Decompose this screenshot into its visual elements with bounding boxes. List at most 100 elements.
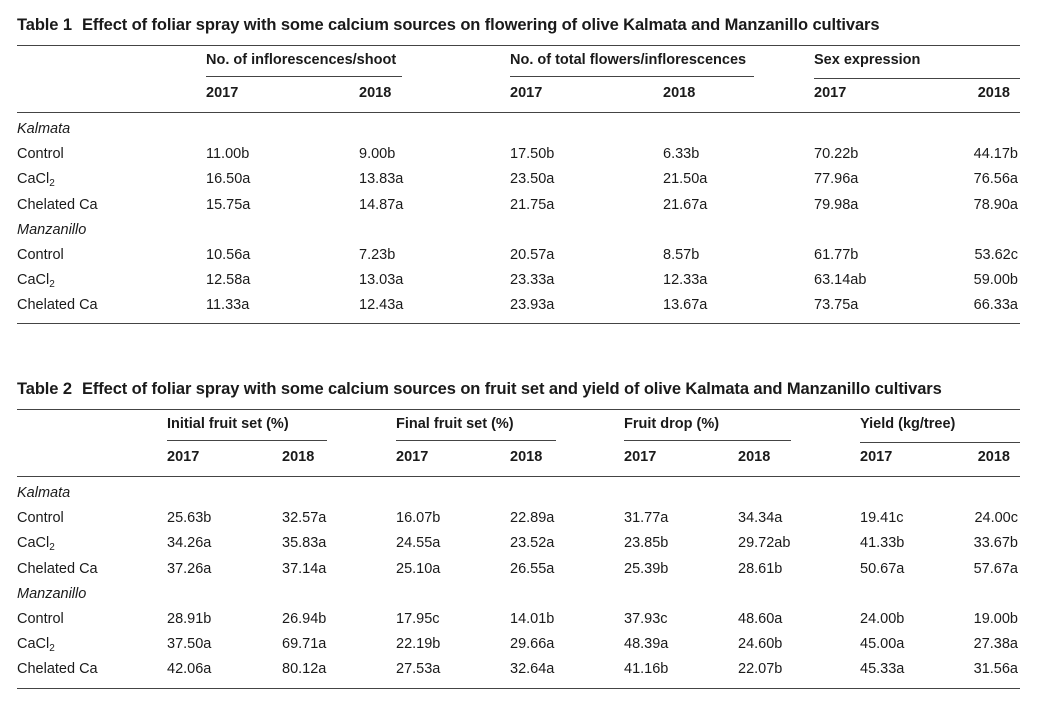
table-2-cell: 41.33b: [860, 535, 905, 551]
table-2-header-rule: [17, 476, 1020, 477]
table-2-cell: 34.26a: [167, 535, 212, 551]
table-1-cell: 12.58a: [206, 272, 251, 288]
table-1-group-rule: [814, 78, 1020, 79]
table-1-cell: 63.14ab: [814, 272, 867, 288]
table-2-row-label: Chelated Ca: [17, 561, 98, 577]
table-2-cell: 33.67b: [973, 535, 1018, 551]
table-2-cell: 19.00b: [973, 611, 1018, 627]
table-1-cell: 11.00b: [206, 146, 250, 162]
table-2-cell: 19.41c: [860, 510, 904, 526]
table-2-cell: 25.63b: [167, 510, 212, 526]
table-1-caption: Table 1 Effect of foliar spray with some …: [17, 16, 880, 35]
table-2-cell: 69.71a: [282, 636, 327, 652]
table-1-header-rule: [17, 112, 1020, 113]
table-2-bottom-rule: [17, 688, 1020, 689]
table-1-cell: 12.33a: [663, 272, 708, 288]
table-1-cell: 9.00b: [359, 146, 396, 162]
table-2-row-label: CaCl2: [17, 636, 55, 654]
table-2-row-label: CaCl2: [17, 535, 55, 553]
table-2-group-header: Final fruit set (%): [396, 416, 514, 432]
table-1-cell: 16.50a: [206, 171, 251, 187]
table-1-group-rule: [206, 76, 402, 77]
table-2-cell: 37.50a: [167, 636, 212, 652]
table-2-cell: 14.01b: [510, 611, 555, 627]
table-2-cell: 32.57a: [282, 510, 327, 526]
table-2-cell: 45.33a: [860, 661, 905, 677]
table-1-cell: 7.23b: [359, 247, 396, 263]
table-2-group-rule: [396, 440, 556, 441]
table-1-cell: 78.90a: [973, 197, 1018, 213]
table-2-cell: 27.38a: [973, 636, 1018, 652]
table-2-cell: 28.61b: [738, 561, 783, 577]
table-2-row-label: Control: [17, 510, 64, 526]
table-2-cell: 32.64a: [510, 661, 555, 677]
table-1-year-header: 2017: [510, 85, 543, 101]
table-1-caption-text: Effect of foliar spray with some calcium…: [81, 16, 880, 34]
table-2-cell: 48.60a: [738, 611, 783, 627]
table-1-cell: 13.03a: [359, 272, 404, 288]
table-2-cell: 23.52a: [510, 535, 555, 551]
table-1-cell: 23.33a: [510, 272, 555, 288]
table-2-cell: 26.94b: [282, 611, 327, 627]
table-1-row-label: Chelated Ca: [17, 297, 98, 313]
table-1-cell: 66.33a: [973, 297, 1018, 313]
table-2-row-label: Control: [17, 611, 64, 627]
table-1-cultivar-manzanillo: Manzanillo: [17, 222, 87, 238]
table-2-cell: 45.00a: [860, 636, 905, 652]
table-1-cell: 73.75a: [814, 297, 859, 313]
table-1-cell: 6.33b: [663, 146, 700, 162]
table-1-year-header: 2018: [977, 85, 1010, 101]
table-2-year-header: 2018: [282, 449, 315, 465]
table-1-year-header: 2018: [359, 85, 392, 101]
table-2-cell: 48.39a: [624, 636, 669, 652]
table-2-cell: 26.55a: [510, 561, 555, 577]
table-1-group-header: No. of inflorescences/shoot: [206, 52, 397, 68]
table-1-row-label: Chelated Ca: [17, 197, 98, 213]
table-2-cell: 22.19b: [396, 636, 441, 652]
table-1-year-header: 2017: [814, 85, 847, 101]
table-1-cell: 70.22b: [814, 146, 859, 162]
table-1-group-header: Sex expression: [814, 52, 921, 68]
table-2-year-header: 2017: [167, 449, 200, 465]
table-2-year-header: 2017: [860, 449, 893, 465]
table-2-cell: 28.91b: [167, 611, 212, 627]
table-1-year-header: 2018: [663, 85, 696, 101]
table-2-cell: 37.14a: [282, 561, 327, 577]
table-1-cell: 8.57b: [663, 247, 700, 263]
table-2-year-header: 2018: [510, 449, 543, 465]
table-1-row-label: CaCl2: [17, 272, 55, 290]
table-2-group-rule: [624, 440, 791, 441]
table-1-cultivar-kalmata: Kalmata: [17, 121, 71, 137]
table-1-cell: 11.33a: [206, 297, 250, 313]
table-2-cell: 34.34a: [738, 510, 783, 526]
table-2-cell: 41.16b: [624, 661, 669, 677]
table-2-cultivar-kalmata: Kalmata: [17, 485, 71, 501]
table-1-cell: 14.87a: [359, 197, 404, 213]
table-2-year-header: 2017: [396, 449, 429, 465]
table-1-cell: 59.00b: [973, 272, 1018, 288]
table-2-cell: 24.00b: [860, 611, 905, 627]
table-2-cell: 50.67a: [860, 561, 905, 577]
table-1-caption-number: Table 1: [17, 16, 72, 34]
table-2-cell: 24.60b: [738, 636, 783, 652]
table-1-year-header: 2017: [206, 85, 239, 101]
table-2-year-header: 2017: [624, 449, 657, 465]
table-2-cell: 23.85b: [624, 535, 669, 551]
table-2-caption: Table 2 Effect of foliar spray with some …: [17, 380, 942, 399]
table-2-cell: 29.66a: [510, 636, 555, 652]
table-1-cell: 21.75a: [510, 197, 555, 213]
table-2-cell: 42.06a: [167, 661, 212, 677]
table-2-cell: 37.93c: [624, 611, 668, 627]
table-2-cell: 22.89a: [510, 510, 555, 526]
table-2-group-header: Initial fruit set (%): [167, 416, 289, 432]
table-1-group-rule: [510, 76, 754, 77]
table-2-group-rule: [167, 440, 327, 441]
table-2-cell: 17.95c: [396, 611, 440, 627]
table-1-cell: 12.43a: [359, 297, 404, 313]
table-1-cell: 10.56a: [206, 247, 251, 263]
table-1-cell: 15.75a: [206, 197, 251, 213]
table-2-cell: 24.55a: [396, 535, 441, 551]
table-2-cell: 16.07b: [396, 510, 441, 526]
table-2-group-header: Fruit drop (%): [624, 416, 720, 432]
table-2-year-header: 2018: [977, 449, 1010, 465]
